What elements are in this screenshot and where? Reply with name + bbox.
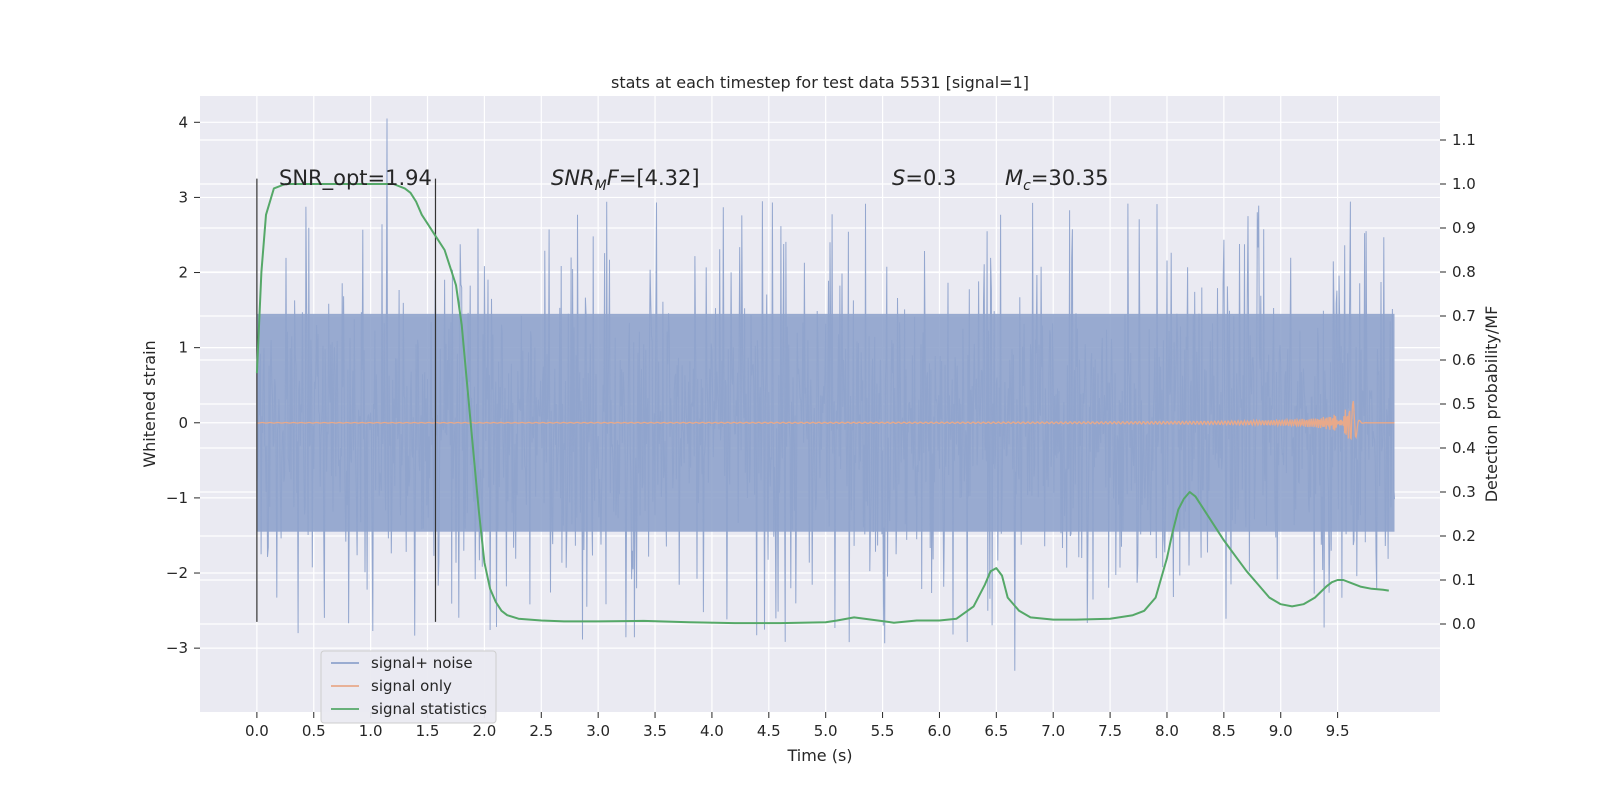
vlines [256, 178, 437, 622]
x-tick-label-9: 4.5 [757, 722, 781, 740]
legend-label-signal-statistics: signal statistics [371, 700, 487, 718]
x-tick-label-10: 5.0 [814, 722, 838, 740]
y2-tick-label-1: 0.1 [1452, 571, 1476, 589]
statistics-line [255, 183, 1389, 625]
x-tick-label-1: 0.5 [302, 722, 326, 740]
x-axis-label: Time (s) [786, 746, 852, 765]
y-tick-label-2: −1 [166, 489, 188, 507]
y-tick-label-3: 0 [178, 414, 188, 432]
annotation-s-text: =0.3 [905, 166, 956, 190]
y2-tick-label-11: 1.1 [1452, 131, 1476, 149]
y2-tick-label-3: 0.3 [1452, 483, 1476, 501]
x-tick-label-7: 3.5 [643, 722, 667, 740]
y2-tick-label-7: 0.7 [1452, 307, 1476, 325]
annotation-snr-opt-text: SNR_opt=1.94 [279, 166, 432, 191]
y2-tick-label-9: 0.9 [1452, 219, 1476, 237]
y-tick-label-4: 1 [178, 339, 188, 357]
x-tick-label-6: 3.0 [586, 722, 610, 740]
chirp-line [256, 400, 1395, 441]
y-tick-label-1: −2 [166, 564, 188, 582]
y2-tick-label-8: 0.8 [1452, 263, 1476, 281]
y-axis-ticks: −3 −2 −1 0 1 2 3 4 [166, 113, 200, 657]
annotation-mc-sub: c [1023, 178, 1031, 194]
annotation-snr-mf-text: =[4.32] [619, 166, 700, 190]
x-tick-label-3: 1.5 [416, 722, 440, 740]
x-tick-label-8: 4.0 [700, 722, 724, 740]
y2-axis-label: Detection probability/MF [1482, 306, 1501, 503]
annotation-snr-opt: SNR_opt=1.94 [279, 166, 432, 191]
y-tick-label-5: 2 [178, 264, 188, 282]
legend-label-signal-only: signal only [371, 677, 452, 695]
x-tick-label-19: 9.5 [1326, 722, 1350, 740]
noise-line [256, 118, 1395, 671]
annotation-mc-value: Mc=30.35 [1005, 166, 1109, 194]
x-tick-label-17: 8.5 [1212, 722, 1236, 740]
annotation-s-base: S [892, 166, 905, 190]
annotation-s-value: S=0.3 [892, 166, 956, 190]
x-tick-label-15: 7.5 [1098, 722, 1122, 740]
y-tick-label-6: 3 [178, 188, 188, 206]
y-tick-label-0: −3 [166, 639, 188, 657]
x-tick-label-18: 9.0 [1269, 722, 1293, 740]
y2-tick-label-5: 0.5 [1452, 395, 1476, 413]
x-tick-label-4: 2.0 [472, 722, 496, 740]
series-signal-only [256, 400, 1395, 441]
x-tick-label-16: 8.0 [1155, 722, 1179, 740]
annotations: SNR_opt=1.94 SNRMF=[4.32] S=0.3 Mc=30.35 [279, 166, 1109, 194]
x-tick-label-14: 7.0 [1041, 722, 1065, 740]
y2-tick-label-0: 0.0 [1452, 615, 1476, 633]
annotation-snr-mf-tail: F [607, 166, 620, 190]
x-tick-label-13: 6.5 [984, 722, 1008, 740]
annotation-snr-mf-base: SNR [551, 166, 595, 190]
y2-tick-label-6: 0.6 [1452, 351, 1476, 369]
x-tick-label-5: 2.5 [529, 722, 553, 740]
legend-label-signal-noise: signal+ noise [371, 654, 473, 672]
y2-tick-label-2: 0.2 [1452, 527, 1476, 545]
legend: signal+ noise signal only signal statist… [320, 650, 497, 724]
y2-axis-ticks: 0.0 0.1 0.2 0.3 0.4 0.5 0.6 0.7 0.8 0.9 1.0 1.1 [1440, 131, 1476, 633]
x-tick-label-2: 1.0 [359, 722, 383, 740]
annotation-mc-base: M [1005, 166, 1023, 190]
y-tick-label-7: 4 [178, 113, 188, 131]
y2-tick-label-4: 0.4 [1452, 439, 1476, 457]
series-signal-statistics [255, 183, 1389, 625]
x-tick-label-12: 6.0 [928, 722, 952, 740]
legend-box [320, 650, 497, 724]
x-tick-label-0: 0.0 [245, 722, 269, 740]
x-axis-ticks: 0.0 0.5 1.0 1.5 2.0 2.5 3.0 3.5 4.0 4.5 5.0 5.5 6.0 6… [245, 712, 1350, 740]
annotation-snr-mf-sub: M [595, 178, 607, 194]
x-tick-label-11: 5.5 [871, 722, 895, 740]
chart-title: stats at each timestep for test data 553… [611, 73, 1029, 92]
annotation-mc-text: =30.35 [1031, 166, 1109, 190]
y2-tick-label-10: 1.0 [1452, 175, 1476, 193]
annotation-snr-mf: SNRMF=[4.32] [551, 166, 700, 194]
y-axis-label: Whitened strain [140, 340, 159, 467]
